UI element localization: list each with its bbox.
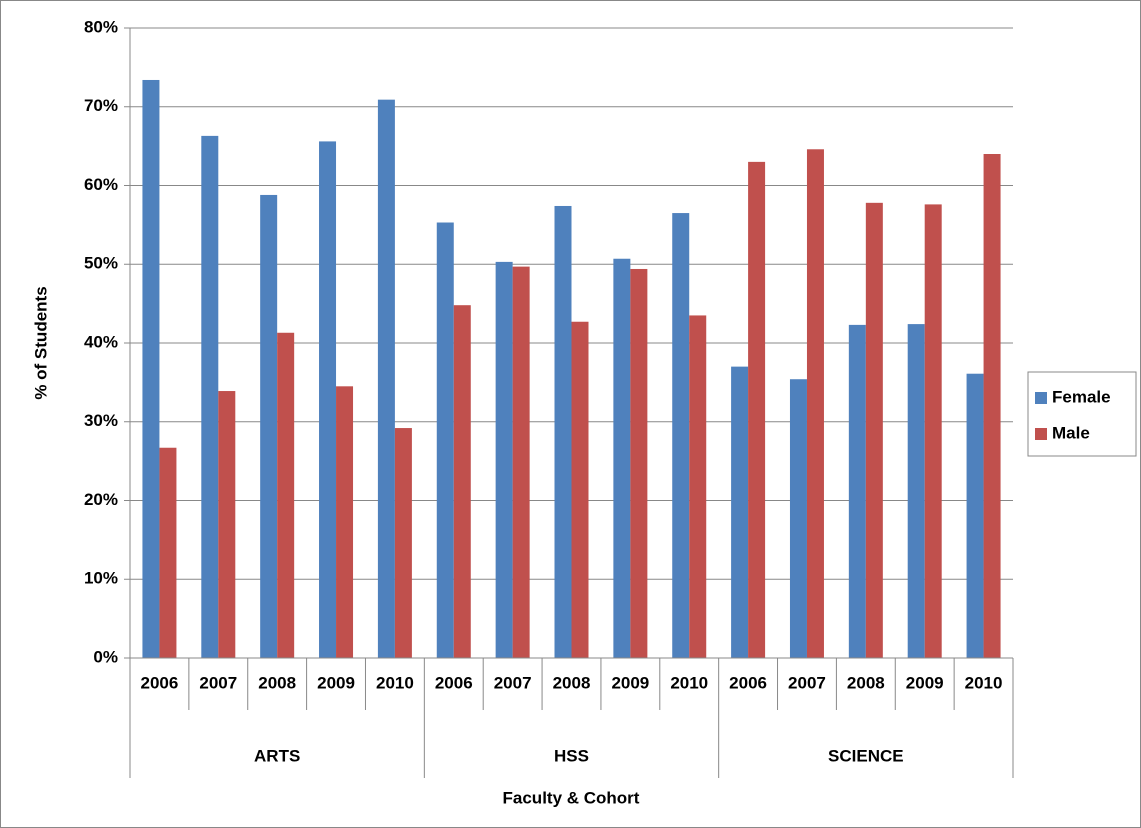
x-tick-label: 2008 xyxy=(258,673,296,692)
bar xyxy=(201,135,219,658)
y-tick-label: 60% xyxy=(84,175,118,194)
bar xyxy=(748,161,766,658)
bar xyxy=(789,379,807,658)
group-label: HSS xyxy=(554,746,589,765)
x-tick-label: 2007 xyxy=(788,673,826,692)
bar xyxy=(218,391,236,658)
y-tick-label: 0% xyxy=(93,647,118,666)
bar xyxy=(806,149,824,658)
y-tick-label: 20% xyxy=(84,490,118,509)
bar xyxy=(277,332,295,658)
bar xyxy=(436,222,454,658)
bar xyxy=(731,366,749,658)
bar xyxy=(453,305,471,658)
x-tick-label: 2010 xyxy=(376,673,414,692)
legend-box xyxy=(1027,371,1137,457)
x-tick-label: 2006 xyxy=(435,673,473,692)
y-tick-label: 30% xyxy=(84,411,118,430)
x-axis-title: Faculty & Cohort xyxy=(503,788,640,807)
bar xyxy=(630,268,648,658)
x-tick-label: 2007 xyxy=(199,673,237,692)
bar xyxy=(394,428,412,658)
x-tick-label: 2006 xyxy=(729,673,767,692)
bar xyxy=(260,194,278,658)
y-tick-label: 70% xyxy=(84,96,118,115)
group-label: SCIENCE xyxy=(828,746,904,765)
x-tick-label: 2009 xyxy=(317,673,355,692)
group-label: ARTS xyxy=(254,746,300,765)
bar xyxy=(672,213,690,658)
bar xyxy=(983,154,1001,658)
bar xyxy=(924,204,942,658)
legend-swatch xyxy=(1035,392,1047,404)
legend-label: Male xyxy=(1052,423,1090,442)
x-tick-label: 2008 xyxy=(847,673,885,692)
x-tick-label: 2010 xyxy=(965,673,1003,692)
bar xyxy=(319,141,337,658)
bar xyxy=(848,324,866,658)
bar xyxy=(336,386,354,658)
bar xyxy=(142,79,160,659)
x-tick-label: 2006 xyxy=(141,673,179,692)
y-axis-title: % of Students xyxy=(31,286,50,399)
bar xyxy=(159,447,177,658)
x-tick-label: 2009 xyxy=(906,673,944,692)
y-tick-label: 40% xyxy=(84,332,118,351)
bar xyxy=(966,373,984,658)
y-tick-label: 50% xyxy=(84,254,118,273)
bar xyxy=(512,266,530,658)
bar xyxy=(377,99,395,659)
bar xyxy=(689,315,707,658)
x-tick-label: 2009 xyxy=(611,673,649,692)
bar xyxy=(495,261,513,658)
y-tick-label: 10% xyxy=(84,569,118,588)
x-tick-label: 2010 xyxy=(670,673,708,692)
legend-label: Female xyxy=(1052,387,1111,406)
bar xyxy=(865,202,883,658)
legend-swatch xyxy=(1035,428,1047,440)
bar xyxy=(571,321,589,658)
y-tick-label: 80% xyxy=(84,17,118,36)
bar xyxy=(907,324,925,658)
x-tick-label: 2008 xyxy=(553,673,591,692)
bar xyxy=(613,258,631,658)
bar xyxy=(554,205,572,658)
x-tick-label: 2007 xyxy=(494,673,532,692)
